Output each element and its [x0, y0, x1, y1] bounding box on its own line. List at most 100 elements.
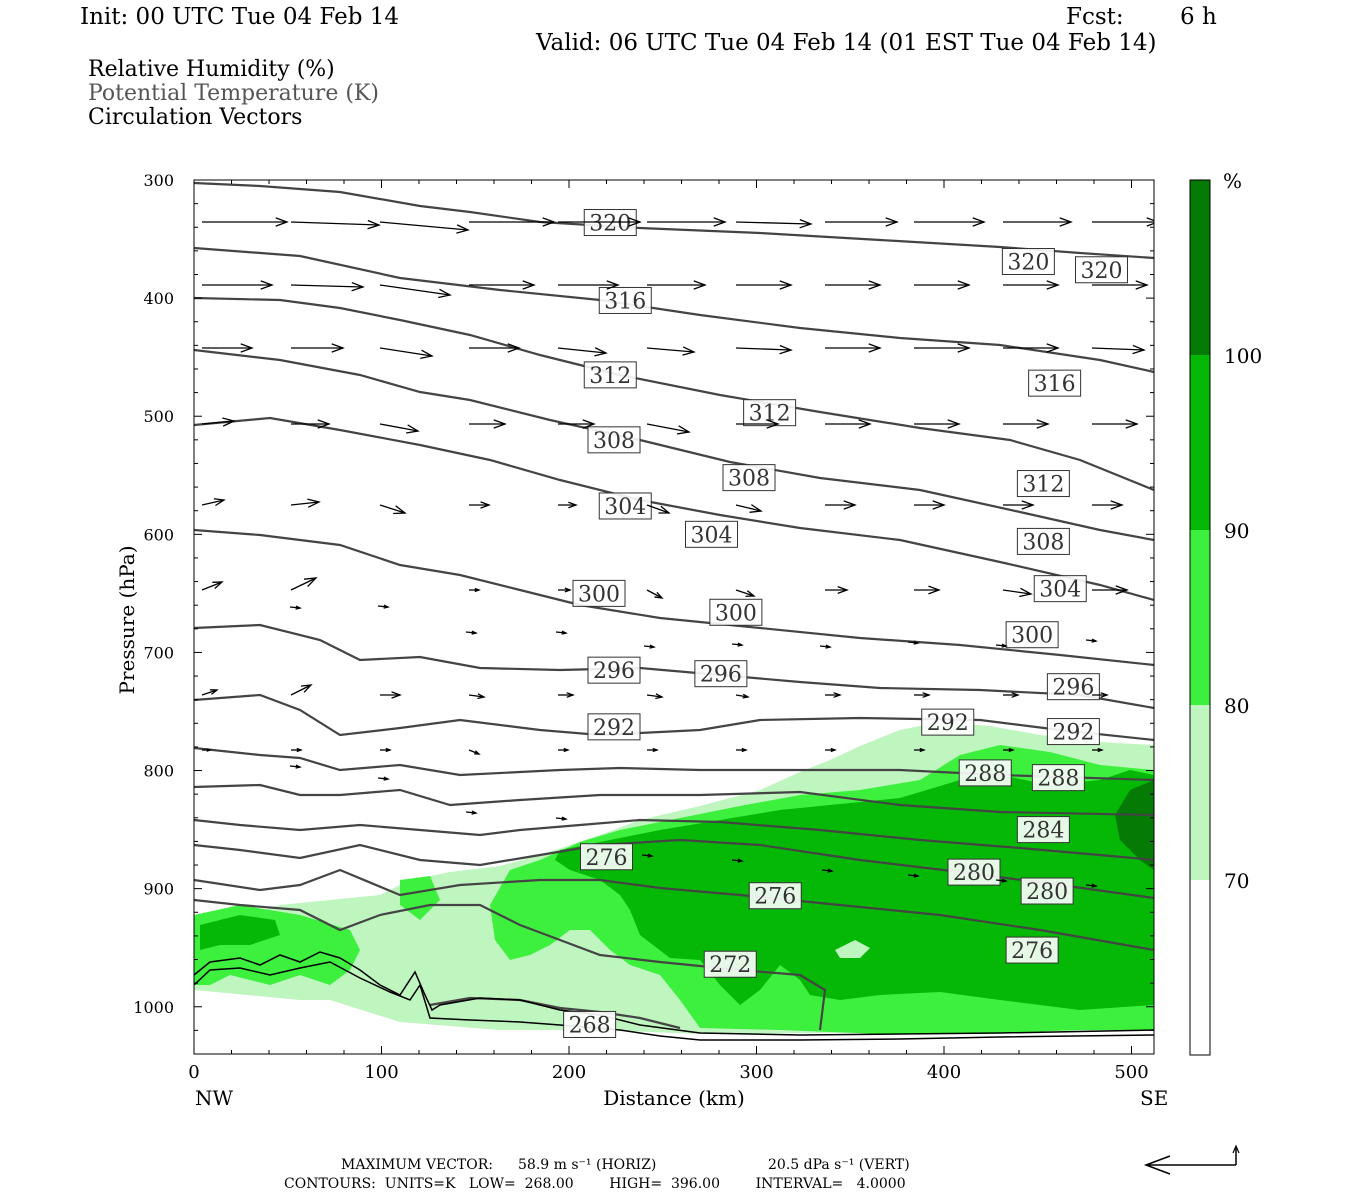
vector-arrow [641, 853, 654, 858]
x-tick-label: 200 [552, 1062, 586, 1083]
colorbar-label-90: 90 [1224, 519, 1249, 543]
contour-label-box [709, 598, 763, 626]
colorbar-label-100: 100 [1224, 344, 1262, 368]
vector-arrow [290, 281, 365, 292]
max-vector-horizontal: 58.9 m s⁻¹ (HORIZ) [518, 1157, 657, 1173]
contour-label: 292 [1052, 721, 1094, 746]
colorbar-frame [1189, 179, 1211, 1056]
y-tick-label: 500 [143, 407, 174, 426]
vector-arrow [1092, 500, 1124, 510]
init-time: Init: 00 UTC Tue 04 Feb 14 [80, 4, 400, 30]
vector-arrow [825, 585, 849, 595]
rh-band-100 [1115, 780, 1154, 870]
vector-arrow [291, 419, 331, 429]
vector-arrow [825, 217, 899, 227]
contours-info: CONTOURS: UNITS=K LOW= 268.00 HIGH= 396.… [284, 1176, 906, 1192]
vector-arrow [291, 747, 303, 753]
x-end-label-nw: NW [195, 1086, 234, 1110]
vector-arrow [646, 346, 696, 356]
vector-arrow [377, 604, 390, 609]
contour-label: 308 [728, 467, 770, 492]
vector-arrow [914, 747, 926, 753]
vector-arrow [465, 630, 478, 635]
vector-arrow [647, 217, 727, 227]
contour-label: 292 [927, 711, 969, 736]
contour-label-box [1075, 256, 1128, 284]
vector-arrow [1092, 217, 1154, 227]
isentrope-line [194, 898, 827, 1031]
vector-arrow [914, 419, 961, 429]
contour-label: 312 [1022, 473, 1064, 498]
vector-arrow [555, 816, 568, 821]
vector-arrow [914, 585, 941, 595]
vector-arrow [735, 693, 750, 699]
vector-arrow [647, 280, 707, 290]
isentrope-line [194, 783, 1154, 817]
vector-arrow [1003, 280, 1060, 290]
vector-arrow [379, 423, 420, 434]
vector-arrow [1003, 747, 1015, 753]
vector-arrow [736, 280, 793, 290]
isentrope-line [194, 246, 1154, 374]
isentrope-line [194, 348, 1154, 542]
humidity-colorbar: % 100 90 80 70 [1189, 169, 1262, 1056]
vector-arrow [907, 640, 920, 645]
contour-label: 272 [709, 953, 751, 978]
contour-label: 308 [593, 429, 635, 454]
vector-arrow [731, 642, 744, 647]
contour-label-box [1005, 936, 1059, 964]
axes: 0 100 200 300 400 500 300 400 500 600 700 800 900 100… [133, 171, 1154, 1083]
colorbar-label-80: 80 [1224, 694, 1249, 718]
vector-arrow [736, 419, 780, 429]
vector-arrow [914, 343, 971, 353]
vector-arrow [558, 747, 570, 753]
contour-label: 276 [1011, 939, 1053, 964]
contour-label: 312 [589, 364, 631, 389]
colorbar-segment-below-70 [1190, 880, 1210, 1055]
contour-label: 312 [749, 402, 791, 427]
contour-label-box [587, 426, 641, 454]
contour-label-box [694, 660, 748, 688]
vector-arrow [646, 693, 664, 700]
vector-arrow [379, 221, 470, 234]
vector-arrow [201, 581, 224, 591]
vector-arrow [289, 764, 302, 769]
contour-label-box [580, 843, 633, 871]
colorbar-unit: % [1223, 169, 1242, 193]
terrain-line-lower [194, 961, 1154, 1041]
vector-arrow [558, 587, 572, 593]
contour-label-box [1033, 575, 1087, 603]
vector-arrow [735, 504, 763, 513]
vector-arrow [557, 347, 608, 357]
isentrope-line [194, 818, 1154, 862]
contour-label: 292 [593, 716, 635, 741]
contour-label: 296 [593, 659, 635, 684]
vector-arrow [1003, 419, 1050, 429]
contour-labels: 320 320 320 316 316 312 312 312 308 308 308 304 304 3… [563, 209, 1128, 1038]
y-tick-label: 900 [143, 880, 174, 899]
contour-label: 268 [569, 1013, 611, 1038]
colorbar-label-70: 70 [1224, 869, 1249, 893]
contour-label: 308 [1022, 530, 1064, 555]
vector-arrow [202, 748, 212, 752]
contour-label-box [572, 579, 626, 607]
contour-label-box [1016, 470, 1070, 498]
vector-arrow [379, 504, 407, 515]
isentrope-line [429, 996, 681, 1030]
vector-arrow [469, 343, 521, 353]
contour-label: 316 [1034, 372, 1076, 397]
vector-arrow [819, 644, 832, 649]
contour-label-box [947, 858, 1001, 886]
colorbar-segment-80-90 [1190, 530, 1210, 705]
vector-arrow [291, 343, 345, 353]
vector-arrow [825, 747, 837, 753]
y-tick-label: 700 [143, 643, 174, 662]
vector-arrow [379, 284, 452, 299]
y-tick-label: 1000 [133, 998, 174, 1017]
reference-vector-icon [1143, 1144, 1240, 1175]
vector-arrow [731, 858, 744, 863]
vector-arrow [1092, 280, 1149, 290]
vector-arrow [201, 417, 236, 427]
vector-arrow [465, 810, 478, 815]
contour-label-box [563, 1010, 617, 1038]
